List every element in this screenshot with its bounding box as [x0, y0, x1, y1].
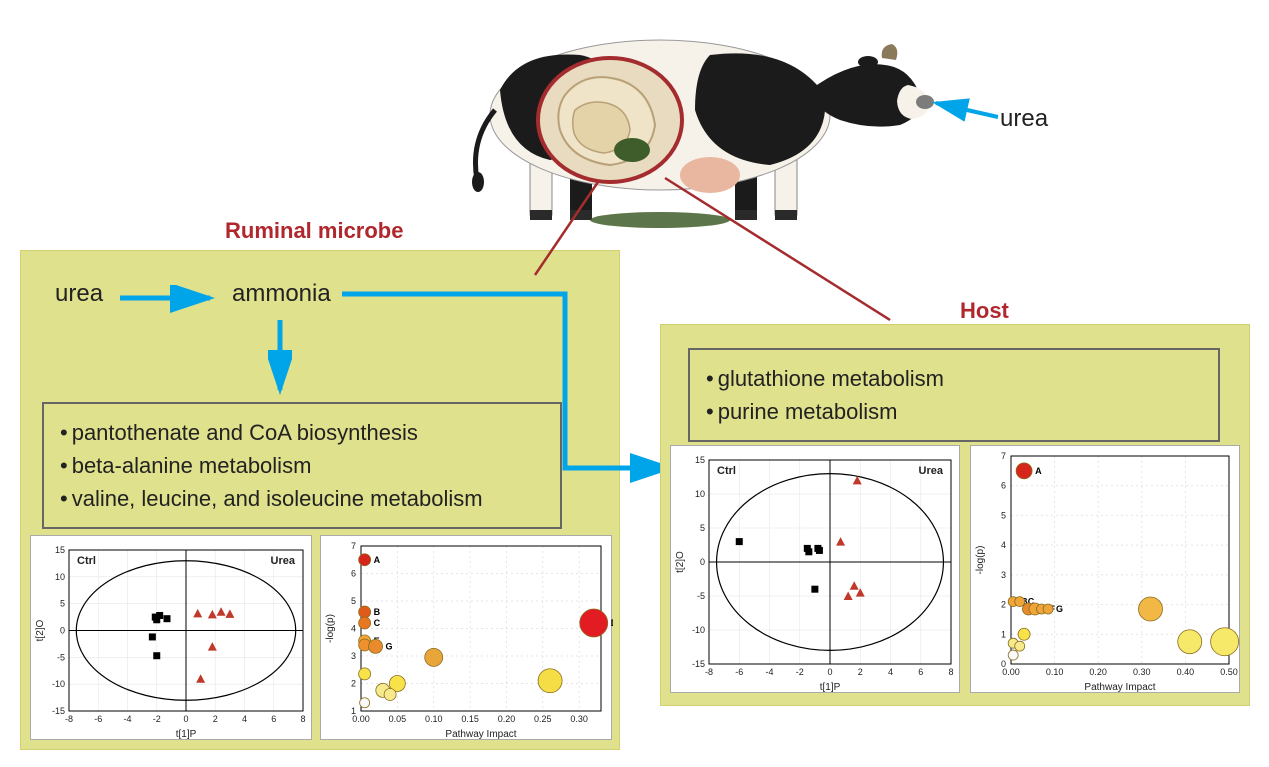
svg-text:-6: -6 — [94, 714, 102, 724]
arrow-urea-ammonia — [118, 285, 218, 313]
rumen-connectors — [530, 160, 950, 340]
microbe-scatter-chart: -8 -6 -4 -2 0 2 4 6 8 -15 -10 -5 0 5 10 15 t[1]P t[2]O Ctr… — [30, 535, 312, 740]
svg-text:5: 5 — [351, 596, 356, 606]
svg-text:0: 0 — [700, 557, 705, 567]
svg-text:7: 7 — [1001, 451, 1006, 461]
host-pathway-box: glutathione metabolism purine metabolism — [688, 348, 1220, 442]
svg-text:0: 0 — [827, 667, 832, 677]
pathway-item: pantothenate and CoA biosynthesis — [60, 416, 544, 449]
microbe-bubble-chart: 0.000.050.100.150.200.250.301234567Pathw… — [320, 535, 612, 740]
svg-text:-log(p): -log(p) — [975, 546, 986, 575]
svg-text:0.20: 0.20 — [1089, 667, 1107, 677]
svg-text:4: 4 — [1001, 540, 1006, 550]
svg-text:Urea: Urea — [919, 465, 944, 477]
svg-text:-15: -15 — [52, 706, 65, 716]
svg-text:t[1]P: t[1]P — [176, 729, 197, 740]
svg-text:1: 1 — [351, 706, 356, 716]
svg-text:5: 5 — [60, 599, 65, 609]
svg-text:t[2]O: t[2]O — [675, 551, 686, 573]
svg-text:6: 6 — [271, 714, 276, 724]
svg-text:A: A — [1035, 466, 1042, 476]
svg-text:D: D — [611, 618, 613, 628]
svg-text:1: 1 — [1001, 629, 1006, 639]
svg-text:-4: -4 — [765, 667, 773, 677]
svg-text:-2: -2 — [796, 667, 804, 677]
pathway-item: glutathione metabolism — [706, 362, 1202, 395]
svg-text:4: 4 — [351, 624, 356, 634]
svg-text:Urea: Urea — [271, 555, 296, 567]
svg-text:Ctrl: Ctrl — [717, 465, 736, 477]
svg-text:2: 2 — [858, 667, 863, 677]
svg-text:-8: -8 — [65, 714, 73, 724]
svg-text:7: 7 — [351, 541, 356, 551]
host-bubble-chart: 0.000.100.200.300.400.5001234567Pathway … — [970, 445, 1240, 693]
svg-text:5: 5 — [1001, 510, 1006, 520]
svg-text:-6: -6 — [735, 667, 743, 677]
svg-text:0.25: 0.25 — [534, 714, 552, 724]
svg-text:0.15: 0.15 — [461, 714, 479, 724]
urea-label-cow: urea — [1000, 105, 1048, 133]
svg-text:-2: -2 — [153, 714, 161, 724]
svg-text:0.10: 0.10 — [1046, 667, 1064, 677]
svg-text:6: 6 — [918, 667, 923, 677]
svg-text:4: 4 — [888, 667, 893, 677]
svg-text:Pathway Impact: Pathway Impact — [445, 729, 516, 740]
pathway-item: beta-alanine metabolism — [60, 449, 544, 482]
svg-text:0.30: 0.30 — [570, 714, 588, 724]
urea-label-microbe: urea — [55, 280, 103, 308]
svg-text:6: 6 — [351, 569, 356, 579]
pathway-item: valine, leucine, and isoleucine metaboli… — [60, 482, 544, 515]
svg-text:0.50: 0.50 — [1220, 667, 1238, 677]
svg-text:C: C — [374, 618, 381, 628]
svg-text:t[1]P: t[1]P — [820, 682, 841, 693]
svg-text:10: 10 — [55, 572, 65, 582]
svg-text:0: 0 — [60, 626, 65, 636]
svg-text:-5: -5 — [697, 591, 705, 601]
svg-text:3: 3 — [1001, 570, 1006, 580]
svg-text:Pathway Impact: Pathway Impact — [1084, 682, 1155, 693]
svg-text:-10: -10 — [692, 625, 705, 635]
svg-text:0.40: 0.40 — [1177, 667, 1195, 677]
svg-text:-8: -8 — [705, 667, 713, 677]
svg-text:0.30: 0.30 — [1133, 667, 1151, 677]
svg-text:0.20: 0.20 — [498, 714, 516, 724]
svg-text:2: 2 — [351, 679, 356, 689]
svg-text:-log(p): -log(p) — [325, 614, 336, 643]
svg-text:-4: -4 — [123, 714, 131, 724]
svg-text:G: G — [386, 641, 393, 651]
svg-text:0.05: 0.05 — [389, 714, 407, 724]
svg-text:15: 15 — [55, 545, 65, 555]
pathway-item: purine metabolism — [706, 395, 1202, 428]
svg-text:2: 2 — [213, 714, 218, 724]
svg-text:15: 15 — [695, 455, 705, 465]
host-title: Host — [960, 298, 1009, 324]
svg-text:G: G — [1056, 604, 1063, 614]
svg-text:6: 6 — [1001, 481, 1006, 491]
svg-text:10: 10 — [695, 489, 705, 499]
ruminal-pathway-box: pantothenate and CoA biosynthesis beta-a… — [42, 402, 562, 529]
svg-text:B: B — [374, 607, 381, 617]
arrow-ammonia-down — [268, 318, 292, 398]
host-scatter-chart: -8 -6 -4 -2 0 2 4 6 8 -15 -10 -5 0 5 10 15 t[1]P t[2]O Ctr… — [670, 445, 960, 693]
svg-text:-5: -5 — [57, 652, 65, 662]
ruminal-title: Ruminal microbe — [225, 218, 403, 244]
svg-text:Ctrl: Ctrl — [77, 555, 96, 567]
svg-text:2: 2 — [1001, 600, 1006, 610]
svg-text:5: 5 — [700, 523, 705, 533]
svg-text:3: 3 — [351, 651, 356, 661]
svg-text:8: 8 — [300, 714, 305, 724]
svg-text:-10: -10 — [52, 679, 65, 689]
svg-text:0.10: 0.10 — [425, 714, 443, 724]
svg-text:0: 0 — [183, 714, 188, 724]
svg-text:8: 8 — [948, 667, 953, 677]
arrow-to-mouth — [930, 95, 1005, 130]
svg-text:A: A — [374, 555, 381, 565]
svg-text:t[2]O: t[2]O — [35, 619, 46, 641]
svg-text:-15: -15 — [692, 659, 705, 669]
svg-text:0: 0 — [1001, 659, 1006, 669]
svg-text:4: 4 — [242, 714, 247, 724]
ammonia-label: ammonia — [232, 280, 331, 308]
